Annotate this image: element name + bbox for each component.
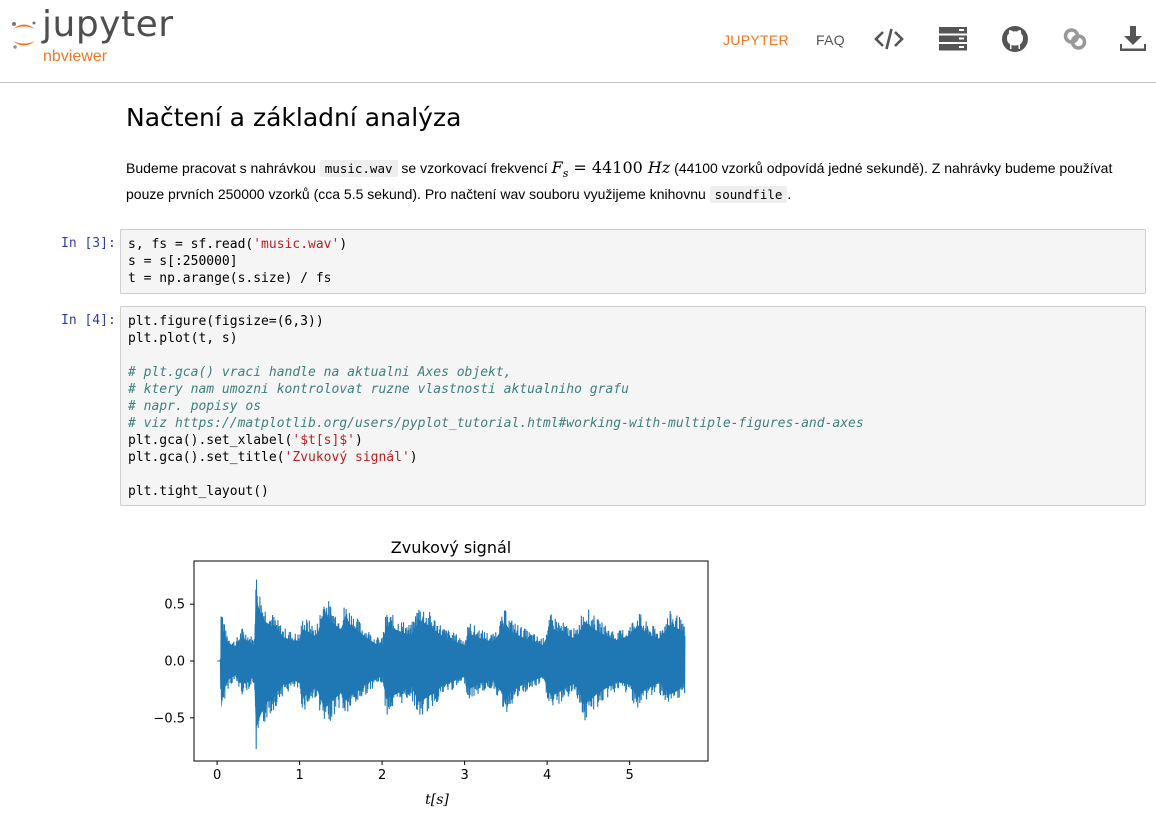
- nav-jupyter-link[interactable]: JUPYTER: [723, 32, 789, 48]
- code-line: t = np.arange(s.size) / fs: [128, 271, 332, 286]
- code-line: plt.plot(t, s): [128, 331, 238, 346]
- code-line: ): [409, 450, 418, 465]
- math-sub: s: [562, 167, 569, 181]
- code-string: 'music.wav': [253, 237, 340, 252]
- math-expression: Fs = 44100 Hz: [551, 158, 671, 181]
- signal-envelope: [217, 597, 685, 729]
- inline-code-music: music.wav: [319, 160, 398, 177]
- input-prompt-3: In [3]:: [61, 236, 116, 251]
- para-text-2: se vzorkovací frekvencí: [397, 160, 552, 176]
- para-text-4: .: [787, 186, 792, 203]
- code-line: ): [355, 433, 363, 448]
- code-line: plt.gca().set_title(: [128, 450, 285, 465]
- math-unit: Hz: [647, 158, 671, 177]
- para-text-3: (44100 vzorků odpovídá jedné sekundě). Z…: [126, 160, 1113, 203]
- nav-faq-link[interactable]: FAQ: [816, 32, 845, 48]
- signal-plot: Zvukový signál 0 1 2 3 4 5 −0.5 0.0 0.5 t[s]: [153, 538, 709, 808]
- code-line: ): [339, 237, 348, 252]
- code-block: s, fs = sf.read('music.wav') s = s[:2500…: [121, 230, 1145, 293]
- x-tick-label: 0: [213, 768, 221, 783]
- x-tick-label: 4: [543, 768, 551, 783]
- code-comment: # napr. popisy os: [128, 399, 262, 414]
- code-block: plt.figure(figsize=(6,3)) plt.plot(t, s)…: [121, 307, 1145, 506]
- code-line: s = s[:250000]: [128, 254, 238, 269]
- math-eq: = 44100: [568, 158, 648, 177]
- logo-subtitle: nbviewer: [43, 48, 108, 65]
- x-tick-label: 5: [625, 768, 633, 783]
- x-tick-label: 1: [295, 768, 303, 783]
- code-line: plt.figure(figsize=(6,3)): [128, 314, 324, 329]
- server-icon[interactable]: [938, 24, 968, 54]
- link-icon[interactable]: [1060, 24, 1090, 54]
- x-axis-label: t[s]: [425, 792, 449, 808]
- code-cell-3[interactable]: s, fs = sf.read('music.wav') s = s[:2500…: [120, 229, 1146, 294]
- github-icon[interactable]: [1000, 24, 1030, 54]
- y-tick-label: 0.0: [164, 655, 185, 670]
- code-line: plt.tight_layout(): [128, 484, 269, 499]
- code-icon[interactable]: [874, 24, 904, 54]
- code-cell-4[interactable]: plt.figure(figsize=(6,3)) plt.plot(t, s)…: [120, 306, 1146, 506]
- inline-code-soundfile: soundfile: [709, 186, 788, 204]
- section-heading: Načtení a základní analýza: [126, 103, 462, 132]
- intro-paragraph: Budeme pracovat s nahrávkou music.wav se…: [126, 157, 1126, 205]
- x-tick-label: 3: [460, 768, 468, 783]
- navbar: jupyter nbviewer JUPYTER FAQ: [0, 0, 1156, 83]
- jupyter-logo-icon: [12, 21, 36, 49]
- code-comment: # plt.gca() vraci handle na aktualni Axe…: [128, 365, 512, 380]
- code-comment: # ktery nam umozni kontrolovat ruzne vla…: [128, 382, 629, 397]
- logo-wordmark: jupyter: [42, 4, 174, 45]
- chart-title: Zvukový signál: [391, 538, 511, 557]
- y-tick-label: 0.5: [164, 598, 185, 613]
- code-comment: # viz https://matplotlib.org/users/pyplo…: [128, 416, 864, 431]
- y-tick-label: −0.5: [153, 711, 185, 726]
- para-text-1: Budeme pracovat s nahrávkou: [126, 160, 320, 176]
- code-string: 'Zvukový signál': [284, 450, 410, 465]
- code-line: plt.gca().set_xlabel(: [128, 433, 293, 448]
- x-tick-label: 2: [378, 768, 386, 783]
- code-line: s, fs = sf.read(: [128, 237, 254, 252]
- math-var: F: [551, 158, 563, 177]
- code-string: '$t[s]$': [292, 433, 355, 448]
- download-icon[interactable]: [1118, 24, 1148, 54]
- input-prompt-4: In [4]:: [61, 313, 116, 328]
